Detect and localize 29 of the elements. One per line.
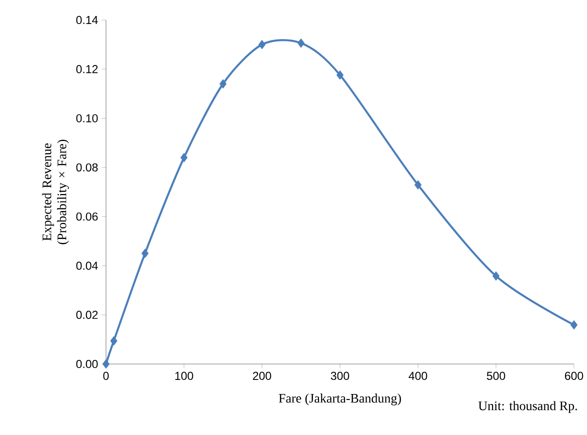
point — [336, 70, 344, 80]
y-tick-label: 0.02 — [76, 310, 98, 319]
point — [258, 40, 266, 50]
point — [102, 359, 110, 369]
x-tick-label: 500 — [486, 372, 506, 380]
point — [492, 271, 500, 281]
y-tick-label: 0.06 — [76, 212, 98, 221]
point — [570, 320, 578, 330]
point — [297, 38, 305, 48]
x-tick-label: 0 — [103, 372, 109, 380]
x-tick-label: 600 — [564, 372, 584, 380]
text: Unit: thousand Rp. — [478, 401, 577, 413]
y-axis-title: Expected Revenue (Probability × Fare) — [42, 140, 69, 244]
point — [180, 152, 188, 162]
point — [414, 180, 422, 190]
y-tick-label: 0.14 — [76, 16, 98, 24]
y-tick-label: 0.10 — [76, 114, 98, 122]
x-axis-title: Fare (Jakarta-Bandung) — [278, 394, 401, 406]
point — [141, 248, 149, 258]
y-tick-label: 0.00 — [76, 360, 98, 368]
y-tick-label: 0.04 — [76, 262, 98, 270]
y-tick-label: 0.12 — [76, 65, 98, 74]
point — [219, 79, 227, 89]
x-tick-label: 100 — [175, 372, 194, 380]
y-tick-label: 0.08 — [76, 163, 98, 172]
x-tick-label: 400 — [408, 372, 428, 380]
x-tick-label: 200 — [252, 372, 272, 380]
x-tick-label: 300 — [330, 372, 350, 380]
point — [110, 336, 118, 346]
